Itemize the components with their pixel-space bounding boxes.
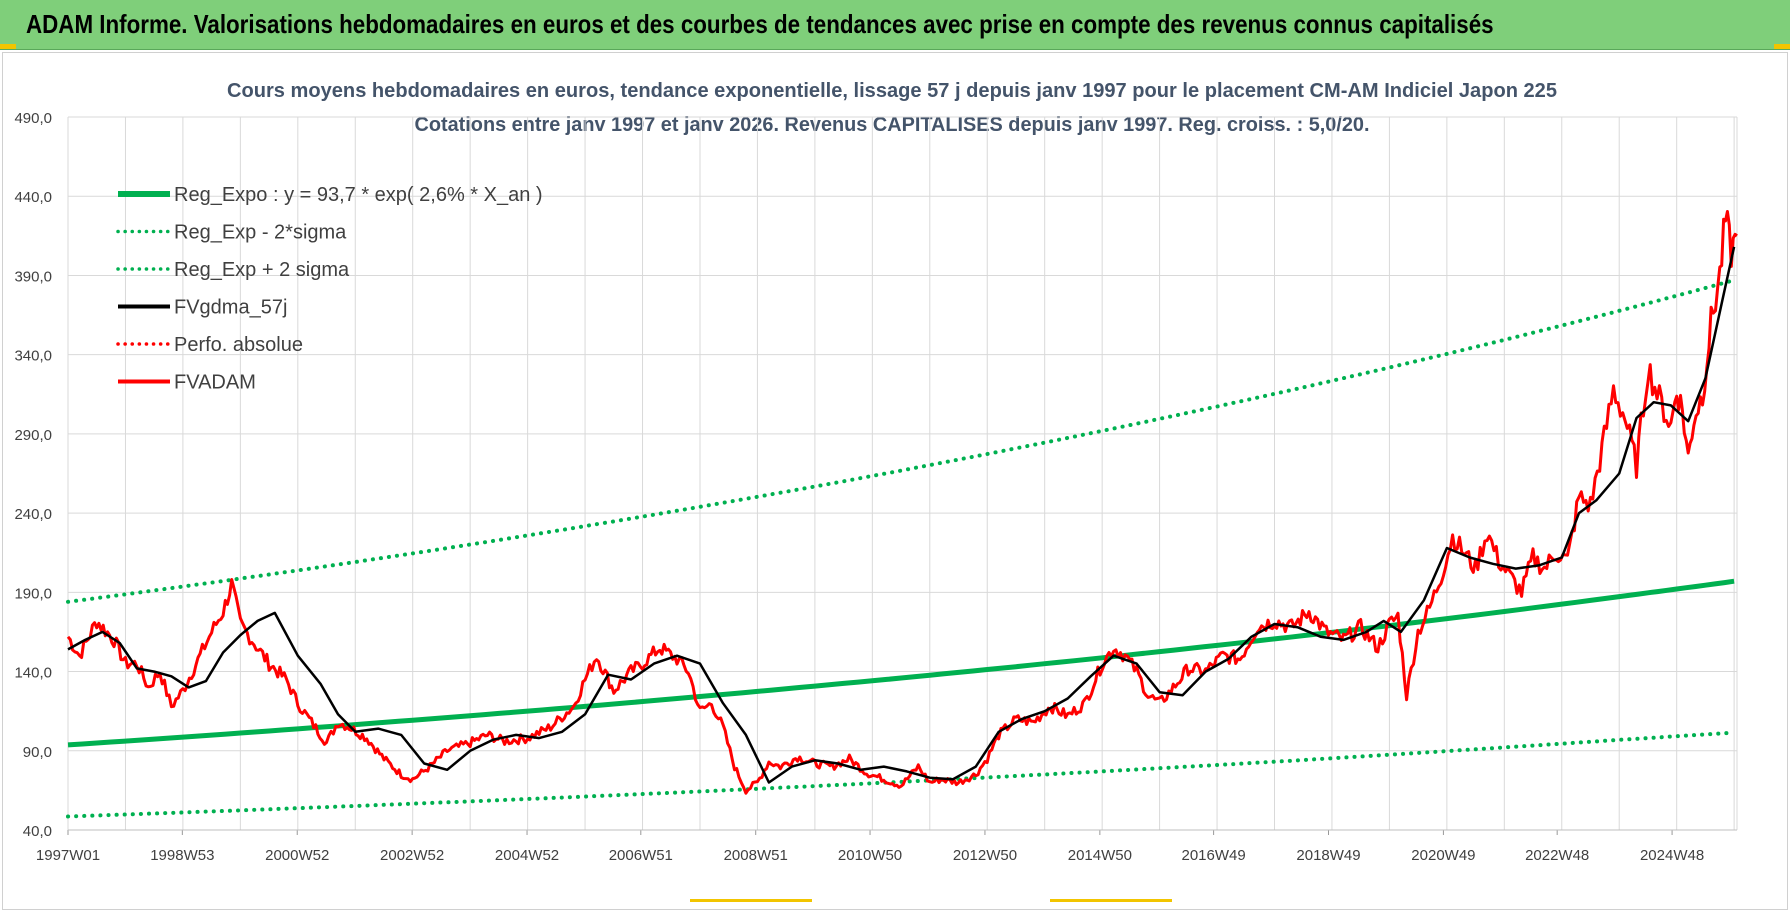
bottom-marker-left <box>690 899 812 902</box>
x-tick-label: 2000W52 <box>265 847 329 864</box>
y-axis: 490,0 440,0 390,0 340,0 290,0 240,0 190,0 140,0… <box>14 110 52 840</box>
y-tick-label: 240,0 <box>14 506 52 523</box>
x-tick-label: 2002W52 <box>380 847 444 864</box>
grid-lines <box>67 116 1738 831</box>
x-tick-label: 1997W01 <box>36 847 100 864</box>
series-layer <box>66 210 1738 819</box>
legend-label-2: Reg_Exp - 2*sigma <box>174 222 347 244</box>
x-tick-label: 2024W48 <box>1640 847 1704 864</box>
legend-label-6: FVADAM <box>174 372 256 394</box>
series-reg-expo <box>67 578 1735 748</box>
page-title: ADAM Informe. Valorisations hebdomadaire… <box>26 9 1494 39</box>
x-tick-label: 2016W49 <box>1181 847 1245 864</box>
legend-label-5: Perfo. absolue <box>174 334 303 356</box>
chart-title-line-1: Cours moyens hebdomadaires en euros, ten… <box>227 80 1557 102</box>
series-fvadam <box>66 210 1738 795</box>
y-tick-label: 190,0 <box>14 585 52 602</box>
x-tick-label: 1998W53 <box>150 847 214 864</box>
series-reg-plus-2sigma <box>66 278 1737 604</box>
series-fvgdma-57j <box>67 246 1736 784</box>
y-tick-label: 490,0 <box>14 110 52 127</box>
y-tick-label: 440,0 <box>14 189 52 206</box>
header-bar: ADAM Informe. Valorisations hebdomadaire… <box>0 0 1790 50</box>
x-tick-label: 2004W52 <box>495 847 559 864</box>
x-tick-label: 2010W50 <box>838 847 902 864</box>
legend-label-4: FVgdma_57j <box>174 297 287 319</box>
x-axis: 1997W01 1998W53 2000W52 2002W52 2004W52 2006W… <box>36 829 1737 864</box>
x-tick-label: 2018W49 <box>1296 847 1360 864</box>
y-tick-label: 340,0 <box>14 348 52 365</box>
y-tick-label: 390,0 <box>14 268 52 285</box>
corner-marker-top-right <box>1774 44 1790 49</box>
y-tick-label: 40,0 <box>23 823 52 840</box>
y-tick-label: 140,0 <box>14 665 52 682</box>
corner-marker-top-left <box>0 44 16 49</box>
x-tick-label: 2020W49 <box>1411 847 1475 864</box>
x-tick-label: 2012W50 <box>953 847 1017 864</box>
legend-label-1: Reg_Expo : y = 93,7 * exp( 2,6% * X_an ) <box>174 184 543 206</box>
x-tick-label: 2006W51 <box>609 847 673 864</box>
y-tick-label: 90,0 <box>23 744 52 761</box>
legend: Reg_Expo : y = 93,7 * exp( 2,6% * X_an )… <box>116 184 543 394</box>
bottom-marker-right <box>1050 899 1172 902</box>
chart-frame <box>2 52 1788 910</box>
x-tick-label: 2008W51 <box>724 847 788 864</box>
legend-label-3: Reg_Exp + 2 sigma <box>174 259 350 281</box>
chart-title-line-2: Cotations entre janv 1997 et janv 2026. … <box>415 114 1370 136</box>
series-reg-minus-2sigma <box>66 730 1737 819</box>
x-tick-label: 2014W50 <box>1068 847 1132 864</box>
y-tick-label: 290,0 <box>14 427 52 444</box>
x-tick-label: 2022W48 <box>1525 847 1589 864</box>
